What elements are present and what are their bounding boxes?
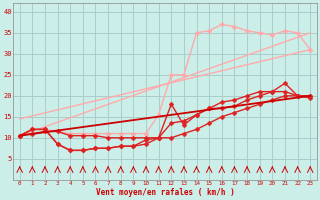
X-axis label: Vent moyen/en rafales ( km/h ): Vent moyen/en rafales ( km/h ): [96, 188, 234, 197]
